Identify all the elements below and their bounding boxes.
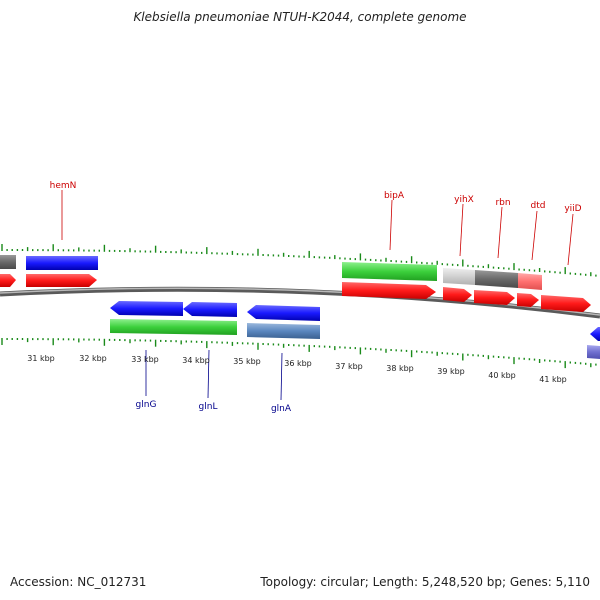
ruler-label-32kbp: 32 kbp [79,354,107,363]
gene-arrow-glnA[interactable] [247,305,320,321]
feature-green-upper [342,262,437,281]
partial-feature-gray [0,255,16,269]
ruler-label-40kbp: 40 kbp [488,371,516,380]
ruler-label-34kbp: 34 kbp [182,356,210,365]
partial-gene-blue-right [590,327,600,341]
ruler-label-31kbp: 31 kbp [27,354,55,363]
feature-dark-gray [475,270,518,288]
feature-blue-upper [26,256,98,270]
gene-arrow-rbn[interactable] [474,290,515,305]
gene-label-dtd[interactable]: dtd [531,201,546,211]
ruler-label-39kbp: 39 kbp [437,367,465,376]
feature-light-gray [443,268,475,285]
lower-ruler [1,338,597,369]
ruler-label-37kbp: 37 kbp [335,362,363,371]
gene-label-rbn[interactable]: rbn [495,198,510,208]
gene-label-yiiD[interactable]: yiiD [564,204,581,214]
genome-stats-text: Topology: circular; Length: 5,248,520 bp… [260,575,590,589]
feature-green-lower [110,319,237,335]
ruler-label-35kbp: 35 kbp [233,357,261,366]
gene-arrow-hemN[interactable] [26,274,97,287]
gene-label-glnG[interactable]: glnG [136,400,157,410]
feature-pink [518,273,542,290]
gene-label-glnA[interactable]: glnA [271,404,292,414]
gene-arrow-glnG[interactable] [110,301,183,316]
map-title: Klebsiella pneumoniae NTUH-K2044, comple… [133,10,467,24]
partial-gene-red-left [0,274,16,287]
gene-label-glnL[interactable]: glnL [199,402,218,412]
gene-arrow-dtd[interactable] [517,293,539,307]
gene-label-hemN[interactable]: hemN [50,181,77,191]
gene-arrow-bipA[interactable] [342,282,436,299]
gene-label-yihX[interactable]: yihX [454,195,474,205]
upper-ruler [1,244,597,277]
feature-purple-lower [587,345,600,359]
ruler-label-36kbp: 36 kbp [284,359,312,368]
accession-text: Accession: NC_012731 [10,575,147,589]
gene-arrow-glnL[interactable] [183,302,237,317]
ruler-label-33kbp: 33 kbp [131,355,159,364]
ruler-label-41kbp: 41 kbp [539,375,567,384]
gene-arrow-yihX[interactable] [443,287,472,302]
genome-backbone [0,286,600,319]
ruler-label-38kbp: 38 kbp [386,364,414,373]
gene-arrow-yiiD[interactable] [541,295,591,312]
gene-label-bipA[interactable]: bipA [384,191,405,201]
feature-steel-lower [247,323,320,339]
